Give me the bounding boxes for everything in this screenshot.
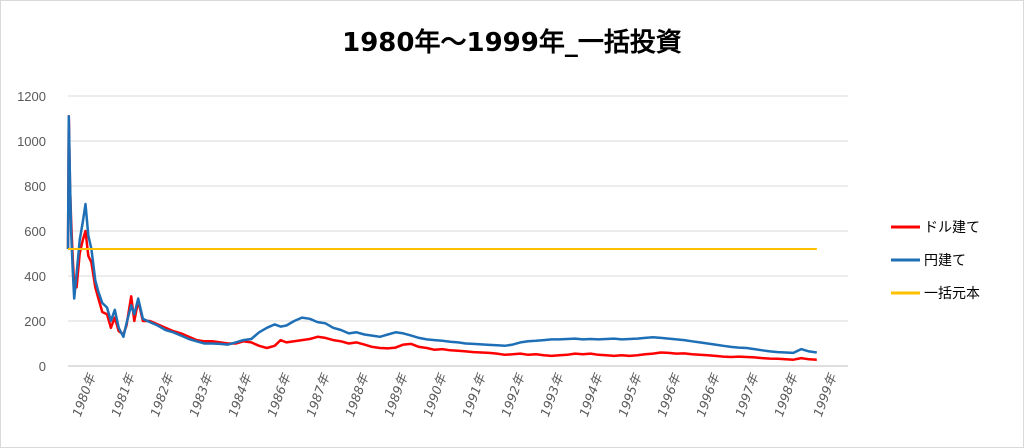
legend-label: 円建て	[924, 253, 966, 269]
x-tick-label: 1980年	[69, 370, 99, 418]
x-tick-label: 1984年	[225, 370, 255, 418]
x-tick-label: 1996年	[654, 370, 684, 418]
x-tick-label: 1981年	[108, 370, 138, 418]
x-tick-label: 1998年	[771, 370, 801, 418]
series-line-0	[66, 115, 817, 361]
x-tick-label: 1996年	[693, 370, 723, 418]
x-tick-label: 1992年	[498, 370, 528, 418]
x-tick-label: 1986年	[264, 370, 294, 418]
y-tick-label: 600	[24, 224, 46, 239]
x-tick-label: 1997年	[732, 370, 762, 418]
x-tick-label: 1991年	[459, 370, 489, 418]
x-tick-label: 1994年	[576, 370, 606, 418]
x-tick-label: 1983年	[186, 370, 216, 418]
legend-label: 一括元本	[924, 286, 980, 302]
y-tick-label: 1200	[17, 89, 46, 104]
legend-label: ドル建て	[924, 220, 980, 236]
x-tick-label: 1988年	[342, 370, 372, 418]
gridlines	[68, 95, 848, 367]
x-tick-label: 1987年	[303, 370, 333, 418]
x-tick-label: 1982年	[147, 370, 177, 418]
x-tick-label: 1995年	[615, 370, 645, 418]
y-tick-label: 200	[24, 314, 46, 329]
x-axis: 1980年 1981年 1982年 1983年 1984年 1986年 1987年 1988年…	[69, 370, 840, 418]
x-tick-label: 1990年	[420, 370, 450, 418]
y-axis: 0 200 400 600 800 1000 1200	[17, 89, 46, 374]
y-tick-label: 400	[24, 269, 46, 284]
y-tick-label: 800	[24, 179, 46, 194]
y-tick-label: 0	[39, 359, 46, 374]
series-line-1	[66, 115, 817, 355]
x-tick-label: 1999年	[810, 370, 840, 418]
chart-title: 1980年～1999年_一括投資	[342, 28, 682, 58]
x-tick-label: 1989年	[381, 370, 411, 418]
y-tick-label: 1000	[17, 134, 46, 149]
x-tick-label: 1993年	[537, 370, 567, 418]
series-lines	[66, 115, 817, 361]
